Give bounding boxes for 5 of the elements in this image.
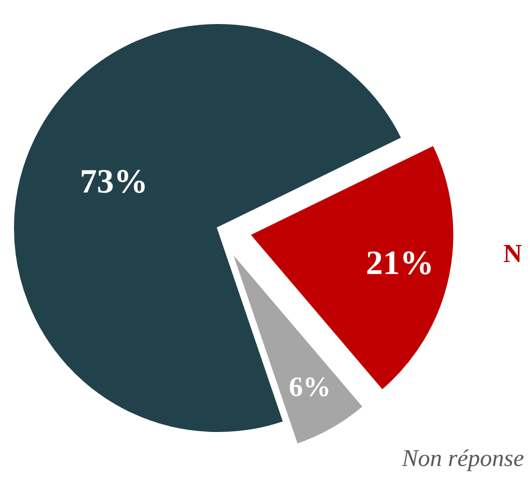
slice-label: N: [503, 239, 522, 268]
data-label: 73%: [80, 163, 148, 200]
slice-label: Non réponse: [401, 446, 524, 472]
data-label: 21%: [366, 244, 434, 282]
data-label: 6%: [288, 372, 331, 404]
